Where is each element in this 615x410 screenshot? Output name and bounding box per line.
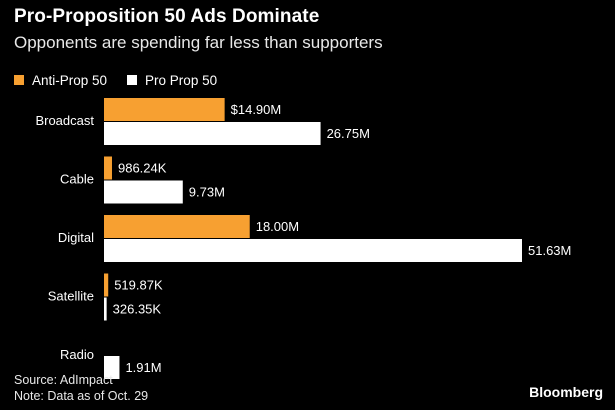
legend: Anti-Prop 50 Pro Prop 50 — [14, 71, 237, 89]
value-label-anti-prop-50-digital: 18.00M — [256, 219, 299, 234]
value-label-pro-prop-50-cable: 9.73M — [189, 185, 225, 200]
bar-anti-prop-50-broadcast — [104, 98, 225, 121]
legend-swatch-pro — [127, 75, 138, 85]
footer: Source: AdImpact Note: Data as of Oct. 2… — [14, 372, 148, 404]
chart-title: Pro-Proposition 50 Ads Dominate — [14, 6, 320, 27]
category-label-satellite: Satellite — [48, 289, 94, 304]
legend-label-pro: Pro Prop 50 — [145, 72, 218, 88]
chart-subtitle: Opponents are spending far less than sup… — [14, 33, 383, 52]
category-label-broadcast: Broadcast — [35, 113, 94, 128]
category-label-cable: Cable — [60, 172, 94, 187]
legend-item-anti: Anti-Prop 50 — [14, 73, 107, 88]
value-label-anti-prop-50-satellite: 519.87K — [114, 278, 163, 293]
bar-pro-prop-50-cable — [104, 180, 183, 204]
category-label-digital: Digital — [58, 230, 94, 245]
bar-anti-prop-50-cable — [104, 156, 112, 180]
value-label-pro-prop-50-radio: 1.91M — [125, 360, 161, 375]
legend-swatch-anti — [14, 75, 24, 85]
data-note: Note: Data as of Oct. 29 — [14, 389, 149, 403]
bar-pro-prop-50-satellite — [104, 297, 107, 321]
legend-item-pro: Pro Prop 50 — [127, 73, 217, 88]
bar-anti-prop-50-digital — [104, 215, 250, 238]
bar-pro-prop-50-digital — [104, 239, 522, 262]
bar-anti-prop-50-satellite — [104, 273, 109, 297]
value-label-anti-prop-50-cable: 986.24K — [118, 161, 167, 176]
category-label-radio: Radio — [60, 347, 94, 362]
value-label-pro-prop-50-digital: 51.63M — [528, 243, 571, 258]
bar-pro-prop-50-broadcast — [104, 122, 321, 145]
value-label-anti-prop-50-broadcast: $14.90M — [231, 102, 282, 117]
legend-label-anti: Anti-Prop 50 — [32, 72, 108, 88]
bloomberg-logo: Bloomberg — [529, 384, 603, 400]
source-note: Source: AdImpact — [14, 373, 113, 387]
bar-pro-prop-50-radio — [104, 356, 120, 379]
value-label-pro-prop-50-broadcast: 26.75M — [327, 126, 370, 141]
value-label-pro-prop-50-satellite: 326.35K — [113, 302, 162, 317]
